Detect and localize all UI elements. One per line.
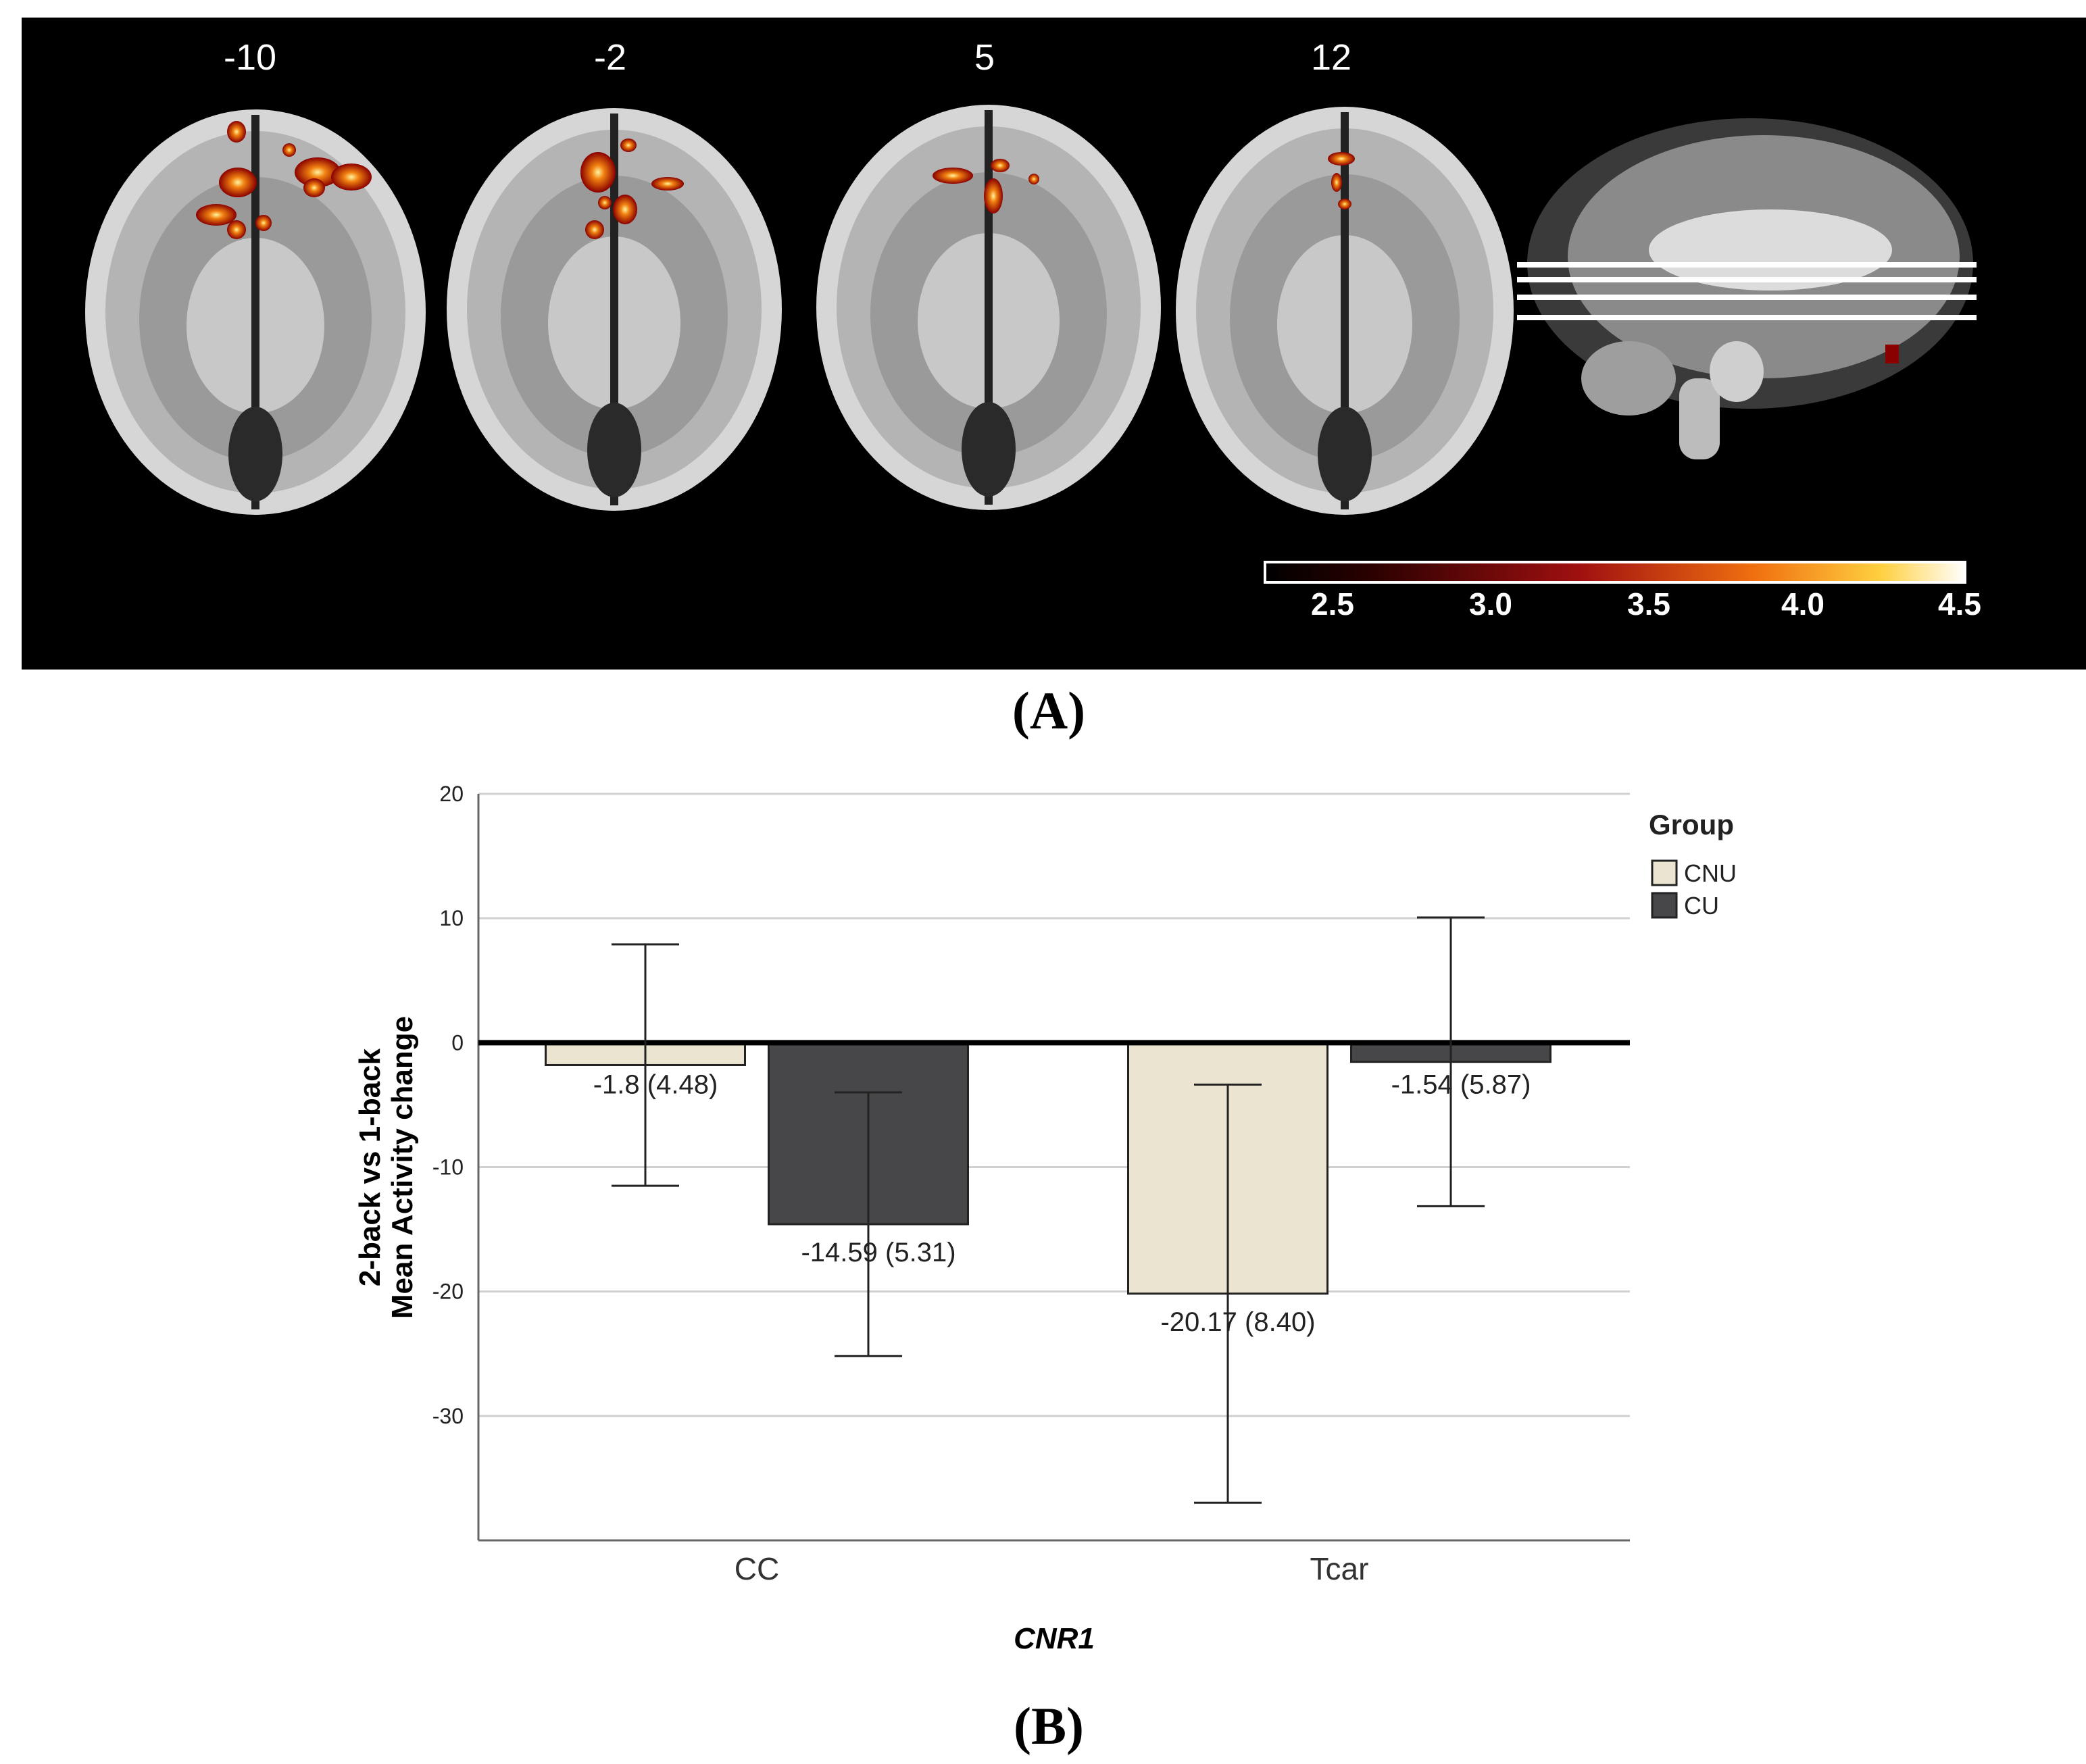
legend-swatch-cnu xyxy=(1651,859,1678,886)
y-tick-label: -10 xyxy=(432,1155,464,1180)
x-tick-label: CC xyxy=(735,1551,779,1586)
legend-label-cnu: CNU xyxy=(1684,859,1737,887)
legend-swatch-cu xyxy=(1651,892,1678,919)
legend: Group CNU CU xyxy=(1649,809,1737,919)
axial-slice-4 xyxy=(1176,107,1514,515)
colorbar-tick-1: 2.5 xyxy=(1311,586,1354,622)
x-axis-title: CNR1 xyxy=(1014,1622,1095,1655)
error-bar-cu-tcar xyxy=(1417,916,1485,1207)
y-tick-label: -20 xyxy=(432,1280,464,1304)
y-axis-title: 2-back vs 1-backMean Activity change xyxy=(353,1016,419,1319)
colorbar-tick-2: 3.0 xyxy=(1469,586,1512,622)
slice-label-2: -2 xyxy=(594,37,626,78)
panel-label-a: (A) xyxy=(1012,681,1085,740)
bar-chart: 20 10 0 -10 -20 -30 -1.8 (4.48) -14.59 (5.31) CC… xyxy=(353,782,1737,1655)
error-bar-cu-cc xyxy=(835,1091,902,1357)
error-bar-cnu-tcar xyxy=(1194,1083,1262,1504)
data-label-cnu-cc: -1.8 (4.48) xyxy=(593,1069,718,1099)
legend-label-cu: CU xyxy=(1684,892,1719,919)
slice-label-4: 12 xyxy=(1311,37,1351,78)
colorbar-tick-4: 4.0 xyxy=(1781,586,1824,622)
data-label-cu-cc: -14.59 (5.31) xyxy=(801,1238,955,1267)
axial-slice-3 xyxy=(816,105,1161,510)
slice-label-3: 5 xyxy=(974,37,995,78)
axial-slice-2 xyxy=(447,108,782,511)
y-axis-title-line: Mean Activity change xyxy=(386,1016,419,1319)
data-label-cnu-tcar: -20.17 (8.40) xyxy=(1160,1307,1315,1337)
colorbar xyxy=(1264,561,1966,584)
y-axis-title-line: 2-back vs 1-back xyxy=(353,1048,387,1286)
y-tick-label: 20 xyxy=(439,782,464,806)
colorbar-tick-5: 4.5 xyxy=(1938,586,1981,622)
legend-title: Group xyxy=(1649,809,1734,840)
error-bar-cnu-cc xyxy=(612,943,679,1187)
panel-label-b: (B) xyxy=(1014,1696,1084,1755)
x-tick-label: Tcar xyxy=(1310,1551,1369,1586)
y-tick-label: 0 xyxy=(451,1030,464,1055)
y-tick-label: -30 xyxy=(432,1404,464,1428)
sagittal-slice xyxy=(1517,118,1977,459)
axial-slice-1 xyxy=(85,109,426,515)
colorbar-tick-3: 3.5 xyxy=(1627,586,1670,622)
slice-label-1: -10 xyxy=(224,37,276,78)
data-label-cu-tcar: -1.54 (5.87) xyxy=(1391,1069,1531,1099)
brain-slices xyxy=(85,105,1977,515)
y-tick-label: 10 xyxy=(439,906,464,930)
